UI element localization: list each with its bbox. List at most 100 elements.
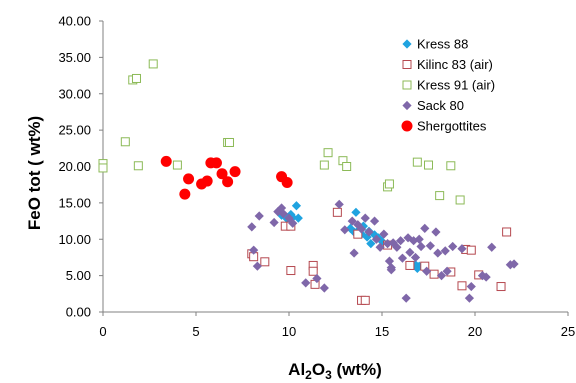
- point-kress-91-air: [98, 163, 108, 173]
- y-tick-label: 0.00: [66, 305, 91, 320]
- point-sack-80: [392, 242, 402, 252]
- point-shergottites: [229, 166, 241, 178]
- point-sack-80: [487, 242, 497, 252]
- point-sack-80: [247, 222, 257, 232]
- point-sack-80: [347, 216, 357, 226]
- point-sack-80: [457, 244, 467, 254]
- point-kilinc-83-air: [466, 245, 476, 255]
- point-sack-80: [442, 266, 452, 276]
- point-sack-80: [273, 207, 283, 217]
- x-axis-title-suffix: (wt%): [332, 360, 382, 379]
- point-shergottites: [160, 155, 172, 167]
- point-sack-80: [420, 223, 430, 233]
- point-kress-91-air: [148, 59, 158, 69]
- point-sack-80: [269, 217, 279, 228]
- point-kress-91-air: [323, 148, 333, 158]
- x-axis-title-mid: O: [312, 360, 325, 379]
- point-kress-88: [366, 239, 376, 249]
- legend-label-sack-80: Sack 80: [417, 98, 464, 113]
- point-kilinc-83-air: [429, 269, 439, 279]
- point-kress-91-air: [319, 160, 329, 170]
- point-kress-91-air: [131, 73, 141, 83]
- point-kress-88: [358, 221, 368, 231]
- point-kress-88: [351, 207, 361, 217]
- point-sack-80: [301, 278, 311, 288]
- legend-marker-sack-80: [402, 100, 412, 111]
- point-sack-80: [448, 241, 458, 252]
- point-kilinc-83-air: [332, 207, 342, 217]
- point-shergottites: [183, 173, 195, 185]
- y-tick-label: 15.00: [58, 195, 91, 210]
- legend-marker-kilinc-83-air: [402, 60, 412, 69]
- point-shergottites: [216, 168, 228, 180]
- legend-item-kress-88: Kress 88: [402, 37, 468, 52]
- point-sack-80: [319, 283, 329, 293]
- legend-label-shergottites: Shergottites: [417, 119, 487, 134]
- point-sack-80: [349, 248, 359, 258]
- series-shergottites: [160, 155, 293, 200]
- point-kress-88: [293, 213, 303, 223]
- y-tick-label: 20.00: [58, 159, 91, 174]
- point-kress-91-air: [384, 179, 394, 189]
- point-kress-91-air: [412, 157, 422, 167]
- point-sack-80: [356, 224, 367, 234]
- x-tick-label: 20: [468, 324, 482, 339]
- point-sack-80: [436, 271, 447, 281]
- point-kilinc-83-air: [308, 266, 318, 276]
- point-sack-80: [481, 272, 491, 282]
- point-sack-80: [416, 241, 426, 252]
- y-tick-label: 35.00: [58, 50, 91, 65]
- point-sack-80: [509, 259, 519, 269]
- point-sack-80: [431, 227, 441, 237]
- point-sack-80: [369, 216, 380, 226]
- point-sack-80: [425, 241, 435, 251]
- point-kress-91-air: [172, 160, 182, 170]
- x-tick-label: 5: [192, 324, 199, 339]
- point-kilinc-83-air: [457, 281, 467, 291]
- x-tick-label: 10: [282, 324, 296, 339]
- point-sack-80: [252, 261, 262, 271]
- y-axis-title: FeO tot ( wt%): [25, 116, 44, 230]
- x-tick-label: 0: [99, 324, 106, 339]
- point-shergottites: [201, 175, 213, 187]
- point-sack-80: [403, 233, 413, 243]
- point-sack-80: [464, 293, 475, 303]
- point-sack-80: [433, 248, 443, 258]
- legend-marker-shergottites: [401, 120, 413, 132]
- legend-marker-kress-91-air: [402, 80, 412, 90]
- point-sack-80: [375, 242, 385, 252]
- point-sack-80: [414, 234, 424, 244]
- point-sack-80: [422, 266, 432, 276]
- point-kress-91-air: [133, 161, 143, 171]
- x-axis-title: Al2O3 (wt%): [288, 360, 382, 382]
- y-tick-label: 30.00: [58, 86, 91, 101]
- point-kress-91-air: [424, 160, 433, 170]
- point-kress-91-air: [446, 161, 456, 171]
- point-shergottites: [210, 157, 222, 169]
- point-sack-80: [386, 263, 396, 273]
- legend: Kress 88 Kilinc 83 (air) Kress 91 (air) Sac…: [401, 37, 495, 134]
- point-kilinc-83-air: [496, 282, 506, 292]
- point-kilinc-83-air: [360, 295, 370, 305]
- point-kilinc-83-air: [260, 257, 270, 267]
- series-kilinc-83-air: [247, 207, 512, 305]
- point-sack-80: [360, 213, 370, 223]
- y-tick-label: 5.00: [66, 268, 91, 283]
- legend-item-kress-91-air: Kress 91 (air): [402, 78, 495, 93]
- point-sack-80: [388, 238, 398, 248]
- point-sack-80: [288, 218, 298, 228]
- x-axis-title-sub2: 3: [325, 368, 332, 382]
- point-kilinc-83-air: [502, 227, 512, 237]
- point-sack-80: [371, 234, 382, 244]
- legend-label-kress-88: Kress 88: [417, 37, 468, 52]
- point-shergottites: [281, 177, 293, 189]
- point-kress-91-air: [342, 162, 352, 171]
- x-tick-label: 15: [375, 324, 389, 339]
- legend-label-kilinc-83-air: Kilinc 83 (air): [417, 57, 493, 72]
- point-sack-80: [364, 227, 374, 237]
- axes: 0 5 10 15 20 25 0.00 5.00 10.00 15.00 20.00 25.00 30…: [58, 14, 575, 340]
- legend-item-sack-80: Sack 80: [402, 98, 464, 113]
- point-kress-91-air: [455, 195, 465, 205]
- point-kress-91-air: [435, 191, 445, 201]
